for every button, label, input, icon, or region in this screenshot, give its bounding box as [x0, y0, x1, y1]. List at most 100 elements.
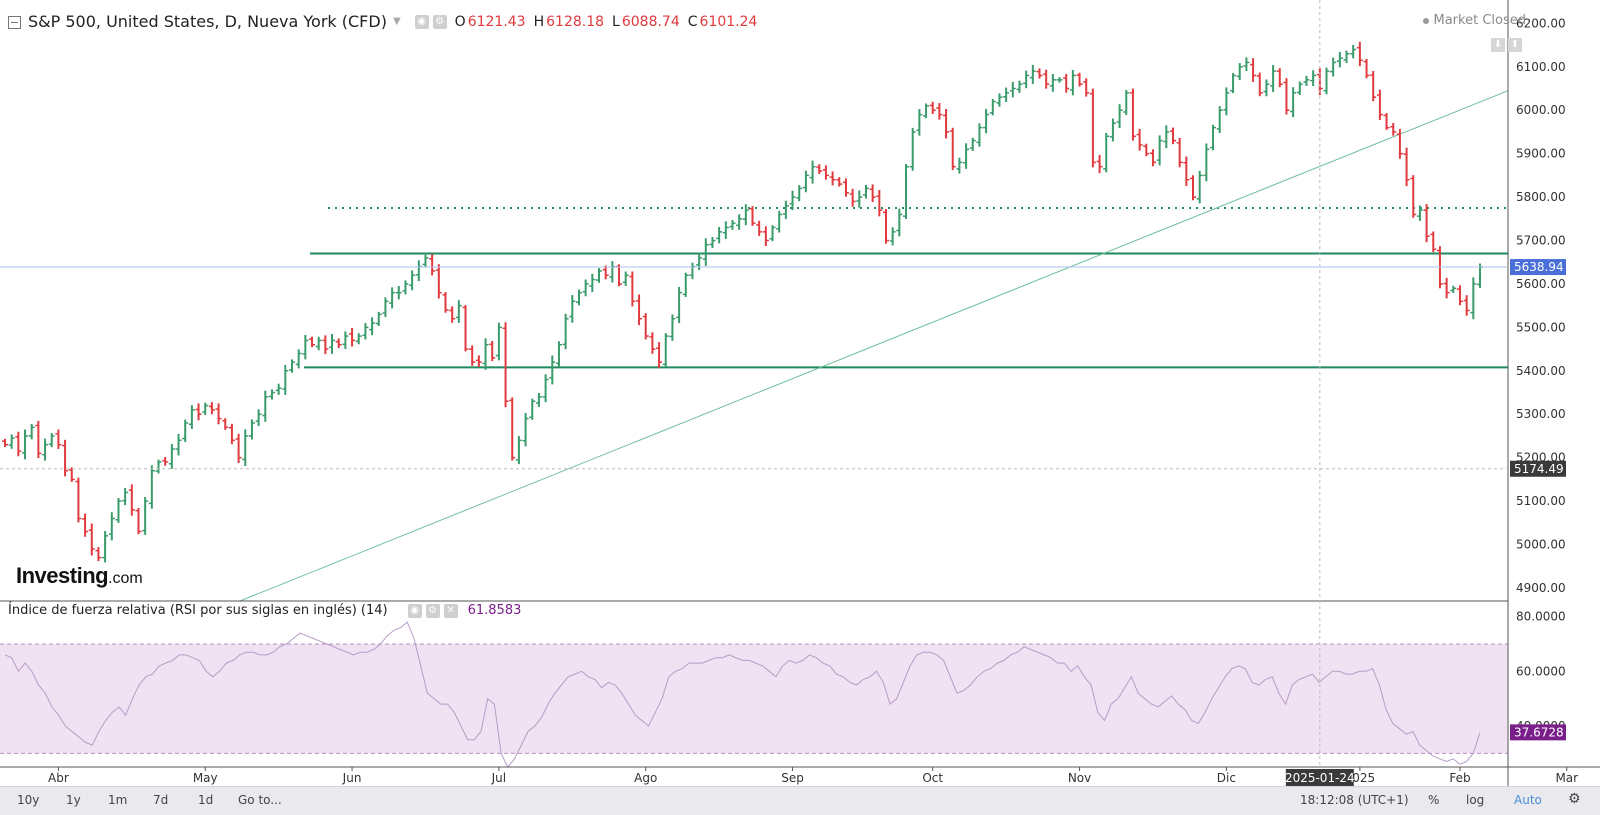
ohlc-bar	[575, 289, 582, 306]
high-value: 6128.18	[546, 13, 605, 30]
ohlc-bar	[1296, 81, 1303, 95]
eye-icon[interactable]: ◉	[407, 603, 422, 618]
ohlc-bar	[896, 208, 903, 237]
ohlc-bar	[355, 333, 362, 345]
logo-domain: .com	[108, 570, 143, 587]
auto-button[interactable]: Auto	[1514, 793, 1542, 807]
arrow-up-icon[interactable]: ⬆	[1508, 38, 1522, 52]
ohlc-bar	[1096, 155, 1103, 174]
ohlc-bar	[469, 345, 476, 366]
ohlc-bar	[1156, 135, 1163, 166]
ohlc-bar	[295, 349, 302, 369]
ohlc-bar	[515, 436, 522, 465]
range-1y-button[interactable]: 1y	[66, 793, 81, 807]
ohlc-bar	[122, 487, 129, 506]
rsi-line[interactable]	[4, 621, 1481, 768]
percent-button[interactable]: %	[1428, 793, 1440, 807]
ohlc-bar	[809, 160, 816, 184]
ohlc-bar	[836, 177, 843, 187]
ohlc-bar	[535, 392, 542, 407]
ohlc-bar	[1443, 277, 1450, 299]
ohlc-bar	[1116, 104, 1123, 129]
ohlc-bar	[1129, 88, 1136, 141]
ohlc-bar	[148, 465, 155, 509]
range-1m-button[interactable]: 1m	[108, 793, 128, 807]
ohlc-bar	[1023, 70, 1030, 89]
ohlc-bar	[175, 433, 182, 456]
rsi-title[interactable]: Índice de fuerza relativa (RSI por sus s…	[8, 603, 388, 618]
eye-icon[interactable]: ◉	[414, 14, 429, 29]
ohlc-bar	[415, 260, 422, 282]
ohlc-bar	[1416, 205, 1423, 221]
ohlc-bar	[1036, 68, 1043, 79]
ohlc-bar	[462, 305, 469, 352]
ohlc-bar	[82, 513, 89, 537]
symbol-title[interactable]: S&P 500, United States, D, Nueva York (C…	[28, 12, 387, 31]
ohlc-bar	[288, 359, 295, 373]
ohlc-bar	[969, 137, 976, 151]
open-label: O	[454, 13, 466, 30]
current-price-tag-bg	[1510, 259, 1566, 276]
price-tick-label: 5400.00	[1516, 364, 1566, 378]
ohlc-bar	[1223, 87, 1230, 116]
ohlc-bar	[1009, 81, 1016, 98]
log-button[interactable]: log	[1466, 793, 1485, 807]
gear-icon[interactable]: ⚙	[425, 603, 440, 618]
price-pane	[2, 41, 1509, 602]
ohlc-bar	[435, 264, 442, 299]
ohlc-bar	[248, 419, 255, 440]
ohlc-bar	[182, 419, 189, 442]
range-10y-button[interactable]: 10y	[17, 793, 40, 807]
ohlc-bar	[816, 164, 823, 174]
ohlc-bar	[1350, 44, 1357, 59]
ohlc-bar	[1343, 50, 1350, 63]
ohlc-bar	[943, 108, 950, 139]
ohlc-bar	[455, 300, 462, 323]
range-1d-button[interactable]: 1d	[198, 793, 214, 807]
gear-icon[interactable]: ⚙	[432, 14, 447, 29]
ohlc-bar	[162, 457, 169, 466]
collapse-legend-icon[interactable]	[8, 16, 21, 29]
price-tick-label: 5700.00	[1516, 234, 1566, 248]
ohlc-bar	[522, 412, 529, 447]
price-tick-label: 6200.00	[1516, 16, 1566, 30]
ohlc-bar	[822, 165, 829, 180]
ohlc-bar	[329, 333, 336, 354]
chart-area[interactable]: 6200.00 6100.00 6000.00 5900.00 5800.00 5700.…	[0, 0, 1600, 786]
ohlc-bar	[1210, 124, 1217, 151]
ohlc-bar	[42, 438, 49, 461]
main-legend: S&P 500, United States, D, Nueva York (C…	[28, 12, 757, 31]
trendline[interactable]	[239, 90, 1509, 602]
ohlc-bar	[222, 418, 229, 430]
ohlc-bar	[802, 170, 809, 193]
crosshair-price-tag: 5174.49	[1514, 462, 1564, 476]
ohlc-bar	[1109, 118, 1116, 142]
ohlc-bar	[1470, 277, 1477, 320]
high-label: H	[533, 13, 545, 30]
range-7d-button[interactable]: 7d	[153, 793, 169, 807]
time-tick-label: Mar	[1555, 771, 1578, 785]
ohlc-bar	[682, 272, 689, 297]
ohlc-bar	[128, 484, 135, 516]
ohlc-bar	[48, 433, 55, 448]
goto-button[interactable]: Go to...	[238, 793, 282, 807]
ohlc-bar	[589, 273, 596, 292]
ohlc-bar	[1403, 147, 1410, 187]
ohlc-bar	[602, 265, 609, 280]
crosshair-price-tag-bg	[1510, 460, 1566, 477]
ohlc-bar	[796, 185, 803, 202]
ohlc-bar	[268, 389, 275, 400]
ohlc-bar	[676, 286, 683, 324]
settings-gear-icon[interactable]: ⚙	[1568, 791, 1581, 807]
arrow-down-icon[interactable]: ⬇	[1491, 38, 1505, 52]
chevron-down-icon[interactable]: ▼	[392, 16, 401, 27]
ohlc-bar	[1029, 64, 1036, 84]
ohlc-bar	[1083, 78, 1090, 97]
ohlc-bar	[22, 429, 29, 460]
open-value: 6121.43	[467, 13, 526, 30]
ohlc-bar	[876, 189, 883, 217]
ohlc-bar	[749, 206, 756, 226]
ohlc-bar	[562, 313, 569, 350]
ohlc-bar	[1330, 57, 1337, 77]
close-icon[interactable]: ✕	[443, 603, 458, 618]
